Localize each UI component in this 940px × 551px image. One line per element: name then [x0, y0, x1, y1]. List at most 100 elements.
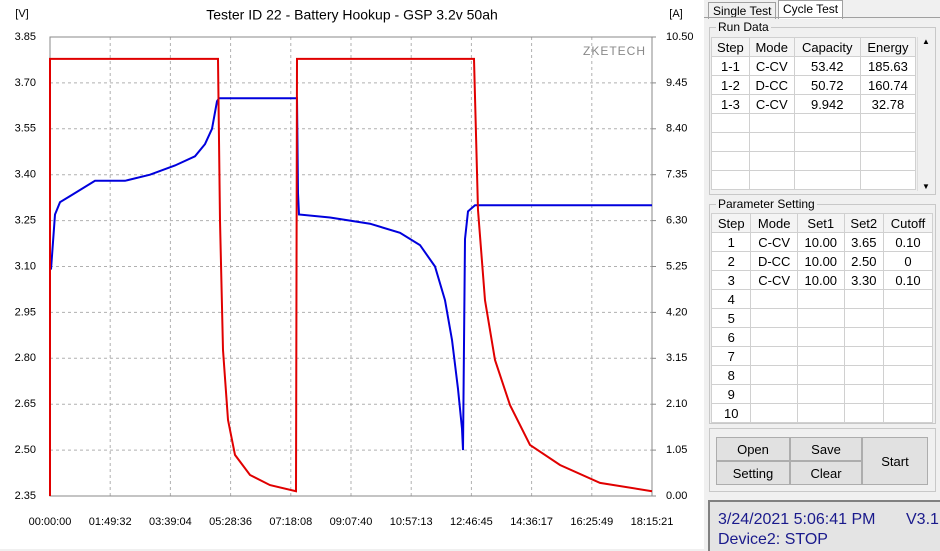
table-row: 6 [710, 327, 934, 347]
scroll-down[interactable]: ▼ [922, 182, 930, 191]
run-data-table: Step Mode Capacity Energy 1-1 C-CV 53.42 185.63… [711, 37, 917, 190]
table-row [711, 113, 917, 133]
button-group [709, 428, 936, 492]
x-tick-label: 14:36:17 [510, 516, 553, 528]
start-button[interactable]: Start [862, 437, 928, 485]
chart-title: Tester ID 22 - Battery Hookup - GSP 3.2v… [206, 7, 498, 23]
y-tick-label: 3.85 [15, 31, 36, 43]
table-cell [750, 346, 798, 366]
y-tick-label: 3.25 [15, 215, 36, 227]
y2-tick-label: 10.50 [666, 31, 694, 43]
table-cell: 2 [710, 251, 752, 271]
table-cell [748, 132, 795, 152]
table-row: 4 [710, 289, 934, 309]
save-button[interactable]: Save [790, 437, 862, 461]
column-header: Cutoff [882, 213, 934, 233]
x-tick-label: 18:15:21 [631, 516, 674, 528]
chart: Tester ID 22 - Battery Hookup - GSP 3.2v… [0, 0, 704, 549]
series-line [50, 97, 652, 451]
table-row: 10 [710, 403, 934, 423]
y2-tick-label: 3.15 [666, 352, 687, 364]
table-row [711, 132, 917, 152]
table-cell [843, 327, 884, 347]
table-cell [748, 170, 795, 190]
table-cell: 0.10 [882, 232, 934, 252]
header-row: Step Mode Capacity Energy [711, 37, 917, 57]
y2-tick-label: 1.05 [666, 444, 687, 456]
table-cell [882, 365, 934, 385]
y2-tick-label: 6.30 [666, 215, 687, 227]
table-cell [748, 151, 795, 171]
column-header: Energy [859, 37, 917, 57]
table-cell [750, 365, 798, 385]
column-header: Mode [750, 213, 798, 233]
y2-tick-label: 4.20 [666, 306, 687, 318]
open-button[interactable]: Open [716, 437, 790, 461]
table-cell [882, 346, 934, 366]
table-cell: 10 [710, 403, 752, 423]
table-cell: C-CV [750, 270, 798, 290]
table-cell: 53.42 [793, 56, 861, 76]
table-cell: 32.78 [859, 94, 917, 114]
y-tick-label: 2.95 [15, 306, 36, 318]
run-data-group: Run Data Step Mode Capacity Energy 1-1 C-CV 53… [709, 20, 936, 195]
tab-border [704, 17, 940, 18]
series-line [49, 57, 653, 496]
table-cell: 0.10 [882, 270, 934, 290]
group-title: Run Data [716, 20, 771, 34]
table-cell [750, 289, 798, 309]
table-cell: 50.72 [793, 75, 861, 95]
x-tick-label: 01:49:32 [89, 516, 132, 528]
y2-tick-label: 9.45 [666, 77, 687, 89]
table-cell [796, 346, 845, 366]
y2-tick-label: 8.40 [666, 123, 687, 135]
table-cell [843, 289, 884, 309]
y2-tick-label: 0.00 [666, 490, 687, 502]
y2-axis-label: [A] [669, 8, 682, 20]
table-cell: 3 [710, 270, 752, 290]
table-cell [796, 384, 845, 404]
table-cell: 8 [710, 365, 752, 385]
table-cell [859, 132, 917, 152]
table-row: 3 C-CV 10.00 3.30 0.10 [710, 270, 934, 290]
table-cell [843, 384, 884, 404]
table-row: 7 [710, 346, 934, 366]
x-tick-label: 05:28:36 [209, 516, 252, 528]
tab[interactable]: Single Test [708, 2, 777, 19]
scrollbar[interactable]: ▲ ▼ [917, 37, 934, 191]
table-cell: 2.50 [843, 251, 884, 271]
table-cell [750, 384, 798, 404]
table-cell [796, 289, 845, 309]
column-header: Step [711, 37, 750, 57]
x-tick-label: 07:18:08 [269, 516, 312, 528]
y-tick-label: 3.70 [15, 77, 36, 89]
table-cell [882, 403, 934, 423]
tab[interactable]: Cycle Test [778, 0, 844, 19]
side-panel: Single Test Cycle Test Run Data Step Mode… [704, 0, 940, 549]
y-tick-label: 2.35 [15, 490, 36, 502]
table-row: 1-2 D-CC 50.72 160.74 [711, 75, 917, 95]
setting-button[interactable]: Setting [716, 461, 790, 485]
table-row [711, 151, 917, 171]
table-cell [793, 170, 861, 190]
table-cell [796, 365, 845, 385]
table-cell: 5 [710, 308, 752, 328]
table-cell [750, 327, 798, 347]
header-row: Step Mode Set1 Set2 Cutoff [710, 213, 934, 233]
table-cell: C-CV [750, 232, 798, 252]
table-cell: 4 [710, 289, 752, 309]
clear-button[interactable]: Clear [790, 461, 862, 485]
x-tick-label: 09:07:40 [330, 516, 373, 528]
table-cell [793, 151, 861, 171]
table-cell: 3.65 [843, 232, 884, 252]
x-tick-label: 16:25:49 [570, 516, 613, 528]
table-cell [796, 308, 845, 328]
scroll-up[interactable]: ▲ [922, 37, 930, 46]
table-cell: 1 [710, 232, 752, 252]
table-cell [843, 403, 884, 423]
table-cell: 10.00 [796, 270, 845, 290]
table-cell [711, 170, 750, 190]
column-header: Capacity [793, 37, 861, 57]
table-cell: 10.00 [796, 232, 845, 252]
y-axis-label: [V] [15, 8, 28, 20]
